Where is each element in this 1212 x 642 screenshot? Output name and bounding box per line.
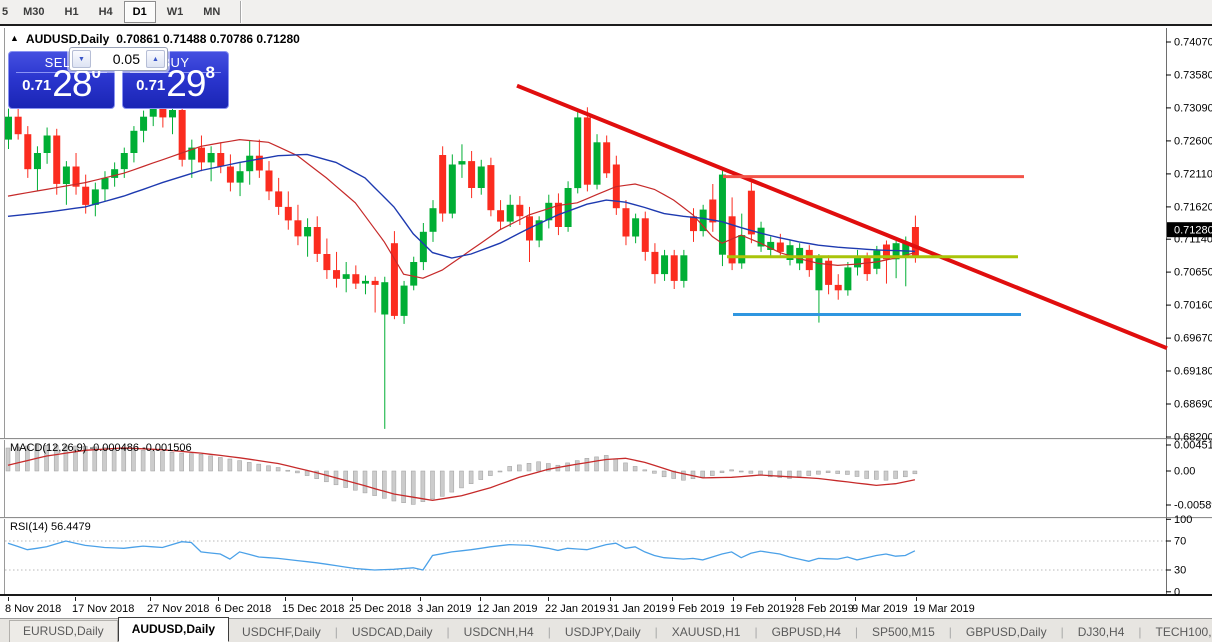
tab-separator: | [948,625,952,639]
svg-text:0.70160: 0.70160 [1174,300,1212,312]
svg-text:0.73580: 0.73580 [1174,70,1212,82]
timeframe-button-w1[interactable]: W1 [166,6,184,18]
sell-price-pip-digit: 0 [91,63,101,82]
timeframe-button-5[interactable]: 5 [2,6,9,18]
svg-text:0.73090: 0.73090 [1174,102,1212,114]
ma-slow-line[interactable] [7,153,915,259]
buy-price-prefix: 0.71 [136,77,166,94]
volume-stepper: ▼ ▲ [69,47,168,71]
svg-text:0.68200: 0.68200 [1174,432,1212,444]
timeframe-button-d1[interactable]: D1 [123,1,156,23]
bid-price-tag: 0.71280 [1167,222,1212,238]
chart-tab-audusd-daily[interactable]: AUDUSD,Daily [117,617,230,642]
svg-text:0.69670: 0.69670 [1174,333,1212,345]
svg-text:0.68690: 0.68690 [1174,399,1212,411]
svg-text:27 Nov 2018: 27 Nov 2018 [147,603,209,615]
svg-text:17 Nov 2018: 17 Nov 2018 [72,603,134,615]
chart-tab-usdcad-daily[interactable]: USDCAD,Daily [351,625,433,639]
chart-tab-usdcnh-h4[interactable]: USDCNH,H4 [463,625,534,639]
toolbar-divider [240,1,243,23]
symbol-name: AUDUSD,Daily [25,32,110,46]
svg-text:3 Jan 2019: 3 Jan 2019 [417,603,471,615]
svg-text:15 Dec 2018: 15 Dec 2018 [282,603,344,615]
volume-increase-button[interactable]: ▲ [146,50,165,68]
svg-text:25 Dec 2018: 25 Dec 2018 [349,603,411,615]
price-axis: 0.74070 0.73580 0.73090 0.72600 0.72110 0.716… [1166,37,1212,444]
tab-separator: | [1060,625,1064,639]
chart-tab-usdchf-daily[interactable]: USDCHF,Daily [242,625,321,639]
buy-button-label: BUY [161,55,190,70]
timeframe-button-mn[interactable]: MN [203,6,221,18]
svg-text:22 Jan 2019: 22 Jan 2019 [545,603,606,615]
rsi-line [7,540,916,571]
tab-separator: | [854,625,859,639]
timeframe-button-h1[interactable]: H1 [64,6,79,18]
chart-tab-dj30-h4[interactable]: DJ30,H4 [1077,625,1125,639]
timeframe-toolbar: 5 M30 H1 H4 D1 W1 MN [0,0,1212,26]
svg-text:12 Jan 2019: 12 Jan 2019 [477,603,538,615]
chart-symbol-title: ▲ AUDUSD,Daily 0.70861 0.71488 0.70786 0… [10,32,300,46]
svg-text:0.004517: 0.004517 [1174,440,1212,452]
macd-signal-line [7,447,916,502]
symbol-ohlc-values: 0.70861 0.71488 0.70786 0.71280 [116,32,300,46]
buy-price-display: 0.71298 [123,63,228,105]
chart-tab-eurusd-daily[interactable]: EURUSD,Daily [9,620,118,642]
tab-separator: | [547,625,551,639]
rsi-indicator-label: RSI(14) 56.4479 [10,521,91,533]
one-click-trading-panel: SELL 0.71280 BUY 0.71298 ▼ ▲ [8,47,229,109]
trendline-object[interactable] [516,83,1168,351]
chart-tab-sp500-m15[interactable]: SP500,M15 [872,625,935,639]
macd-axis: 0.004517 0.00 -0.005899 [1166,440,1212,512]
svg-text:-0.005899: -0.005899 [1174,500,1212,512]
buy-price-pip-digit: 8 [205,63,215,82]
date-axis-line [0,594,1212,596]
svg-text:0.72110: 0.72110 [1174,168,1212,180]
svg-text:6 Dec 2018: 6 Dec 2018 [215,603,271,615]
chart-tab-gbpusd-h4[interactable]: GBPUSD,H4 [771,625,841,639]
sell-price-prefix: 0.71 [22,77,52,94]
tab-separator: | [334,625,338,639]
svg-text:70: 70 [1174,536,1186,548]
svg-text:8 Nov 2018: 8 Nov 2018 [5,603,61,615]
chart-area: 0.74070 0.73580 0.73090 0.72600 0.72110 0.716… [0,28,1212,618]
chart-tab-gbpusd-daily[interactable]: GBPUSD,Daily [965,625,1047,639]
volume-decrease-button[interactable]: ▼ [72,50,91,68]
date-axis: 8 Nov 2018 17 Nov 2018 27 Nov 2018 6 Dec 20… [5,597,975,615]
svg-text:0.71280: 0.71280 [1174,225,1212,237]
chart-tab-xauusd-h1[interactable]: XAUUSD,H1 [671,625,741,639]
chart-tab-tech100-h1[interactable]: TECH100,H1 [1155,625,1212,639]
chart-tab-usdjpy-daily[interactable]: USDJPY,Daily [564,625,641,639]
collapse-panel-icon[interactable]: ▲ [10,33,19,43]
buy-price-big-digits: 29 [166,63,206,104]
tab-separator: | [654,625,658,639]
volume-input[interactable] [93,51,144,67]
svg-text:0.00: 0.00 [1174,466,1195,478]
svg-text:0.69180: 0.69180 [1174,366,1212,378]
svg-text:30: 30 [1174,565,1186,577]
rsi-levels [5,540,1166,571]
svg-text:31 Jan 2019: 31 Jan 2019 [607,603,668,615]
tab-separator: | [754,625,758,639]
svg-text:100: 100 [1174,514,1192,526]
chart-tab-bar: EURUSD,Daily AUDUSD,Daily USDCHF,Daily | USD… [0,617,1212,642]
svg-text:0.72600: 0.72600 [1174,135,1212,147]
price-chart-canvas[interactable]: 0.740700.735800.730900.726000.721100.716… [0,28,1212,618]
rsi-axis: 100 70 30 0 [1166,514,1192,598]
svg-text:0.74070: 0.74070 [1174,37,1212,49]
svg-text:28 Feb 2019: 28 Feb 2019 [792,603,854,615]
svg-text:0.70650: 0.70650 [1174,267,1212,279]
svg-text:0.71620: 0.71620 [1174,201,1212,213]
macd-histogram [5,444,918,505]
macd-indicator-label: MACD(12,26,9) -0.000486 -0.001506 [10,442,192,454]
svg-text:19 Mar 2019: 19 Mar 2019 [913,603,975,615]
svg-text:9 Feb 2019: 9 Feb 2019 [669,603,725,615]
timeframe-button-h4[interactable]: H4 [98,6,113,18]
svg-text:19 Feb 2019: 19 Feb 2019 [730,603,792,615]
tab-separator: | [446,625,450,639]
tab-separator: | [1138,625,1142,639]
svg-text:0: 0 [1174,586,1180,598]
timeframe-button-m30[interactable]: M30 [23,6,45,18]
svg-text:9 Mar 2019: 9 Mar 2019 [852,603,908,615]
